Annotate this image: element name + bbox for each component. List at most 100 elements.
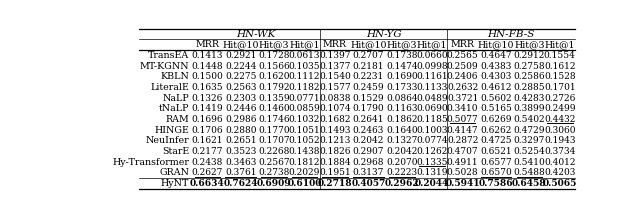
Text: Hit@3: Hit@3: [514, 40, 545, 49]
Text: 0.5028: 0.5028: [447, 168, 479, 177]
Text: 0.2718: 0.2718: [317, 179, 352, 188]
Text: 0.4647: 0.4647: [480, 51, 512, 60]
Text: 0.6909: 0.6909: [257, 179, 291, 188]
Text: 0.2885: 0.2885: [513, 83, 545, 92]
Text: MRR: MRR: [323, 40, 347, 49]
Text: 0.1052: 0.1052: [289, 136, 321, 145]
Text: 0.1003: 0.1003: [417, 126, 448, 135]
Text: 0.4057: 0.4057: [351, 179, 385, 188]
Text: 0.1326: 0.1326: [191, 93, 223, 103]
Text: 0.0771: 0.0771: [289, 93, 321, 103]
Text: Hit@10: Hit@10: [477, 40, 514, 49]
Text: 0.4911: 0.4911: [447, 158, 479, 166]
Text: 0.0613: 0.0613: [289, 51, 320, 60]
Text: 0.2044: 0.2044: [415, 179, 449, 188]
Text: 0.1413: 0.1413: [191, 51, 223, 60]
Text: Hit@3: Hit@3: [259, 40, 289, 49]
Text: 0.6262: 0.6262: [480, 126, 511, 135]
Text: 0.2029: 0.2029: [289, 168, 320, 177]
Text: 0.1943: 0.1943: [544, 136, 575, 145]
Text: 0.2632: 0.2632: [447, 83, 478, 92]
Text: 0.1448: 0.1448: [191, 61, 223, 71]
Text: 0.2921: 0.2921: [225, 51, 257, 60]
Text: 0.5488: 0.5488: [513, 168, 545, 177]
Text: 0.5410: 0.5410: [513, 158, 545, 166]
Text: 0.0859: 0.0859: [289, 104, 321, 113]
Text: 0.5077: 0.5077: [447, 115, 479, 124]
Text: 0.2738: 0.2738: [259, 168, 290, 177]
Text: 0.3137: 0.3137: [353, 168, 384, 177]
Text: 0.2223: 0.2223: [386, 168, 417, 177]
Text: 0.2912: 0.2912: [514, 51, 545, 60]
Text: 0.0838: 0.0838: [319, 93, 351, 103]
Text: Hy-Transformer: Hy-Transformer: [112, 158, 189, 166]
Text: 0.1460: 0.1460: [259, 104, 290, 113]
Text: 0.2567: 0.2567: [259, 158, 290, 166]
Text: 0.2177: 0.2177: [191, 147, 223, 156]
Text: 0.7624: 0.7624: [223, 179, 258, 188]
Text: 0.1074: 0.1074: [319, 104, 351, 113]
Text: MT-KGNN: MT-KGNN: [140, 61, 189, 71]
Text: 0.2986: 0.2986: [225, 115, 257, 124]
Text: 0.0489: 0.0489: [417, 93, 448, 103]
Text: 0.2586: 0.2586: [513, 72, 545, 81]
Text: 0.3721: 0.3721: [447, 93, 478, 103]
Text: 0.2275: 0.2275: [225, 72, 257, 81]
Text: 0.2181: 0.2181: [353, 61, 384, 71]
Text: HINGE: HINGE: [154, 126, 189, 135]
Text: TransEA: TransEA: [148, 51, 189, 60]
Text: 0.1701: 0.1701: [544, 83, 575, 92]
Text: 0.2565: 0.2565: [447, 51, 479, 60]
Text: 0.2707: 0.2707: [353, 51, 384, 60]
Text: 0.6100: 0.6100: [287, 179, 322, 188]
Text: 0.5602: 0.5602: [480, 93, 512, 103]
Text: 0.1738: 0.1738: [386, 51, 417, 60]
Text: 0.2070: 0.2070: [386, 158, 417, 166]
Text: 0.2627: 0.2627: [191, 168, 223, 177]
Text: 0.2962: 0.2962: [385, 179, 419, 188]
Text: 0.1327: 0.1327: [386, 136, 417, 145]
Text: 0.2563: 0.2563: [225, 83, 257, 92]
Text: 0.2641: 0.2641: [353, 115, 384, 124]
Text: 0.4729: 0.4729: [514, 126, 545, 135]
Text: 0.1185: 0.1185: [416, 115, 448, 124]
Text: 0.1528: 0.1528: [544, 72, 575, 81]
Text: RAM: RAM: [165, 115, 189, 124]
Text: 0.1035: 0.1035: [289, 61, 321, 71]
Text: 0.4203: 0.4203: [544, 168, 575, 177]
Text: 0.1493: 0.1493: [319, 126, 351, 135]
Text: 0.1682: 0.1682: [319, 115, 351, 124]
Text: Hit@10: Hit@10: [223, 40, 259, 49]
Text: tNaLP: tNaLP: [159, 104, 189, 113]
Text: 0.1377: 0.1377: [319, 61, 351, 71]
Text: 0.0774: 0.0774: [417, 136, 448, 145]
Text: 0.4612: 0.4612: [480, 83, 512, 92]
Text: 0.2907: 0.2907: [353, 147, 384, 156]
Text: 0.1051: 0.1051: [289, 126, 321, 135]
Text: 0.1112: 0.1112: [289, 72, 320, 81]
Text: 0.3060: 0.3060: [544, 126, 575, 135]
Text: 0.5165: 0.5165: [480, 104, 512, 113]
Text: 0.2268: 0.2268: [259, 147, 290, 156]
Text: 0.4283: 0.4283: [514, 93, 545, 103]
Text: Hit@3: Hit@3: [387, 40, 417, 49]
Text: 0.1728: 0.1728: [259, 51, 290, 60]
Text: 0.6570: 0.6570: [480, 168, 512, 177]
Text: 0.1319: 0.1319: [417, 168, 448, 177]
Text: 0.1862: 0.1862: [386, 115, 417, 124]
Text: 0.5402: 0.5402: [513, 115, 545, 124]
Text: HN-FB-S: HN-FB-S: [488, 29, 535, 39]
Text: 0.1540: 0.1540: [319, 72, 351, 81]
Text: 0.2499: 0.2499: [544, 104, 575, 113]
Text: 0.3410: 0.3410: [447, 104, 478, 113]
Text: 0.5941: 0.5941: [445, 179, 480, 188]
Text: 0.1690: 0.1690: [386, 72, 417, 81]
Text: 0.1474: 0.1474: [386, 61, 417, 71]
Text: 0.1621: 0.1621: [191, 136, 223, 145]
Text: 0.1706: 0.1706: [191, 126, 223, 135]
Text: MRR: MRR: [195, 40, 220, 49]
Text: NeuInfer: NeuInfer: [145, 136, 189, 145]
Text: 0.2651: 0.2651: [225, 136, 257, 145]
Text: 0.5065: 0.5065: [543, 179, 577, 188]
Text: HN-YG: HN-YG: [365, 29, 401, 39]
